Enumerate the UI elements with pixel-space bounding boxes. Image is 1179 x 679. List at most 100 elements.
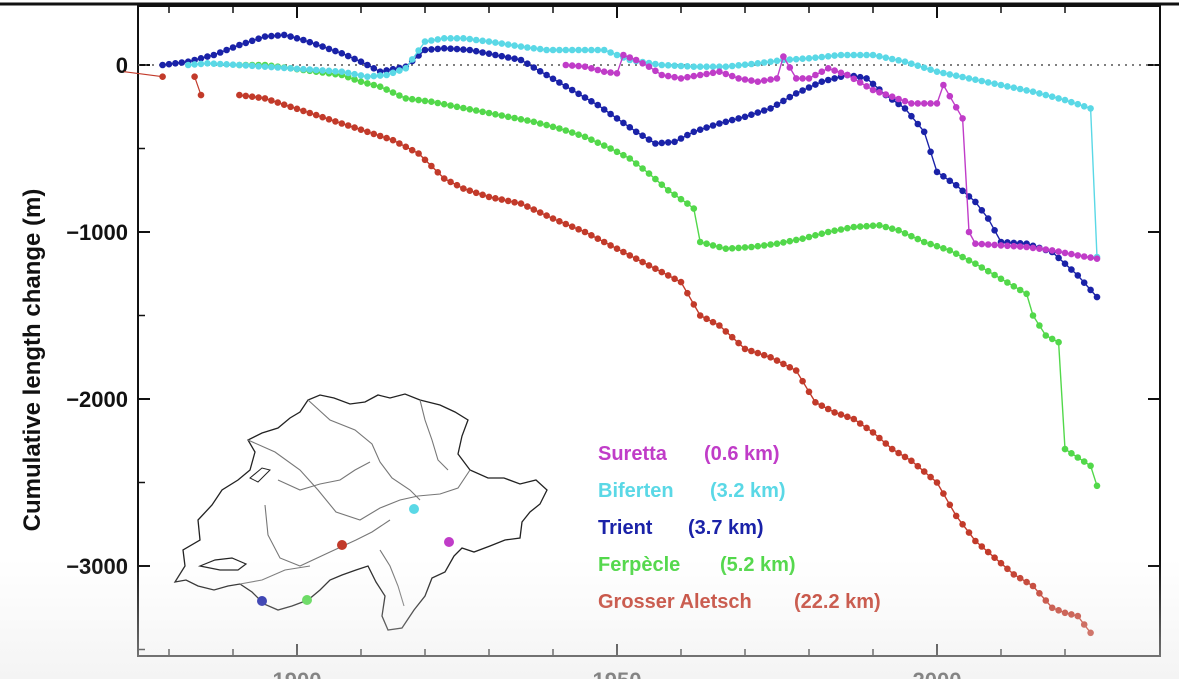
data-point	[351, 55, 358, 63]
data-point	[191, 73, 198, 80]
data-point	[652, 140, 659, 147]
data-point	[485, 50, 493, 57]
data-point	[876, 434, 883, 442]
data-point	[408, 56, 416, 63]
legend-entry-size: (22.2 km)	[794, 591, 881, 613]
data-point	[536, 68, 544, 75]
data-point	[760, 107, 768, 114]
internal-border-1	[247, 439, 471, 521]
data-point	[882, 440, 890, 447]
series-trient	[159, 31, 1101, 301]
data-point	[792, 90, 800, 97]
data-point	[197, 55, 205, 62]
data-point	[901, 453, 909, 461]
data-point	[370, 72, 378, 80]
data-point	[287, 65, 294, 72]
data-point	[1080, 458, 1088, 465]
early-fragment	[191, 73, 205, 99]
data-point	[562, 46, 570, 54]
x-axis: 1900 1950 2000	[168, 6, 1066, 679]
data-point	[594, 139, 602, 146]
data-point	[524, 60, 531, 67]
data-point	[492, 39, 499, 46]
data-point	[549, 46, 557, 54]
data-point	[370, 65, 378, 72]
data-point	[684, 63, 691, 70]
map-markers	[257, 504, 454, 606]
data-point	[677, 135, 685, 142]
data-point	[319, 67, 326, 74]
data-point	[786, 56, 794, 63]
data-point	[927, 240, 934, 248]
data-point	[997, 275, 1005, 283]
data-point	[223, 46, 230, 54]
data-point	[549, 123, 557, 131]
data-point	[671, 138, 678, 146]
data-point	[735, 115, 742, 122]
data-point	[1036, 322, 1043, 329]
data-point	[773, 357, 781, 364]
data-point	[1016, 286, 1024, 294]
data-point	[600, 106, 608, 113]
data-point	[972, 537, 979, 545]
data-point	[626, 155, 634, 162]
data-point	[639, 60, 646, 67]
data-point	[690, 205, 698, 212]
data-point	[248, 62, 256, 70]
data-point	[620, 51, 627, 59]
data-point	[908, 60, 915, 67]
data-point	[728, 245, 736, 252]
data-point	[236, 41, 243, 49]
data-point	[831, 227, 838, 234]
data-point	[1080, 253, 1088, 260]
data-point	[1010, 571, 1018, 578]
data-point	[933, 68, 941, 75]
data-point	[914, 462, 922, 470]
data-point	[888, 55, 896, 63]
data-point	[901, 58, 909, 65]
data-point	[908, 457, 915, 465]
glacier-marker	[337, 540, 347, 550]
data-point	[780, 360, 787, 368]
data-point	[1055, 254, 1062, 262]
data-point	[293, 105, 301, 113]
data-point	[1048, 604, 1056, 612]
data-point	[786, 364, 794, 371]
data-point	[684, 289, 691, 297]
data-point	[428, 98, 435, 105]
data-point	[306, 66, 314, 73]
data-point	[364, 61, 371, 69]
data-point	[671, 275, 678, 283]
data-point	[850, 75, 858, 83]
data-point	[1023, 290, 1030, 298]
data-point	[959, 115, 966, 122]
data-point	[498, 196, 506, 203]
data-point	[479, 49, 486, 56]
data-point	[242, 62, 250, 69]
data-point	[364, 80, 371, 87]
data-point	[837, 51, 845, 59]
data-point	[440, 45, 448, 52]
internal-border-7	[419, 399, 449, 471]
data-point	[876, 222, 883, 229]
data-point	[319, 43, 326, 50]
data-point	[767, 58, 774, 65]
data-point	[824, 65, 832, 72]
data-point	[626, 54, 634, 61]
data-point	[1074, 252, 1082, 259]
data-point	[703, 124, 710, 131]
data-point	[952, 72, 960, 79]
data-point	[1080, 279, 1088, 287]
data-point	[268, 63, 275, 71]
data-point	[908, 100, 915, 107]
data-point	[274, 99, 282, 106]
data-point	[1087, 462, 1094, 470]
data-point	[997, 81, 1005, 89]
data-point	[850, 223, 858, 231]
data-point	[242, 39, 250, 47]
data-point	[511, 55, 518, 62]
data-point	[223, 61, 230, 68]
data-point	[767, 241, 774, 248]
data-point	[991, 227, 998, 234]
data-point	[440, 35, 448, 42]
